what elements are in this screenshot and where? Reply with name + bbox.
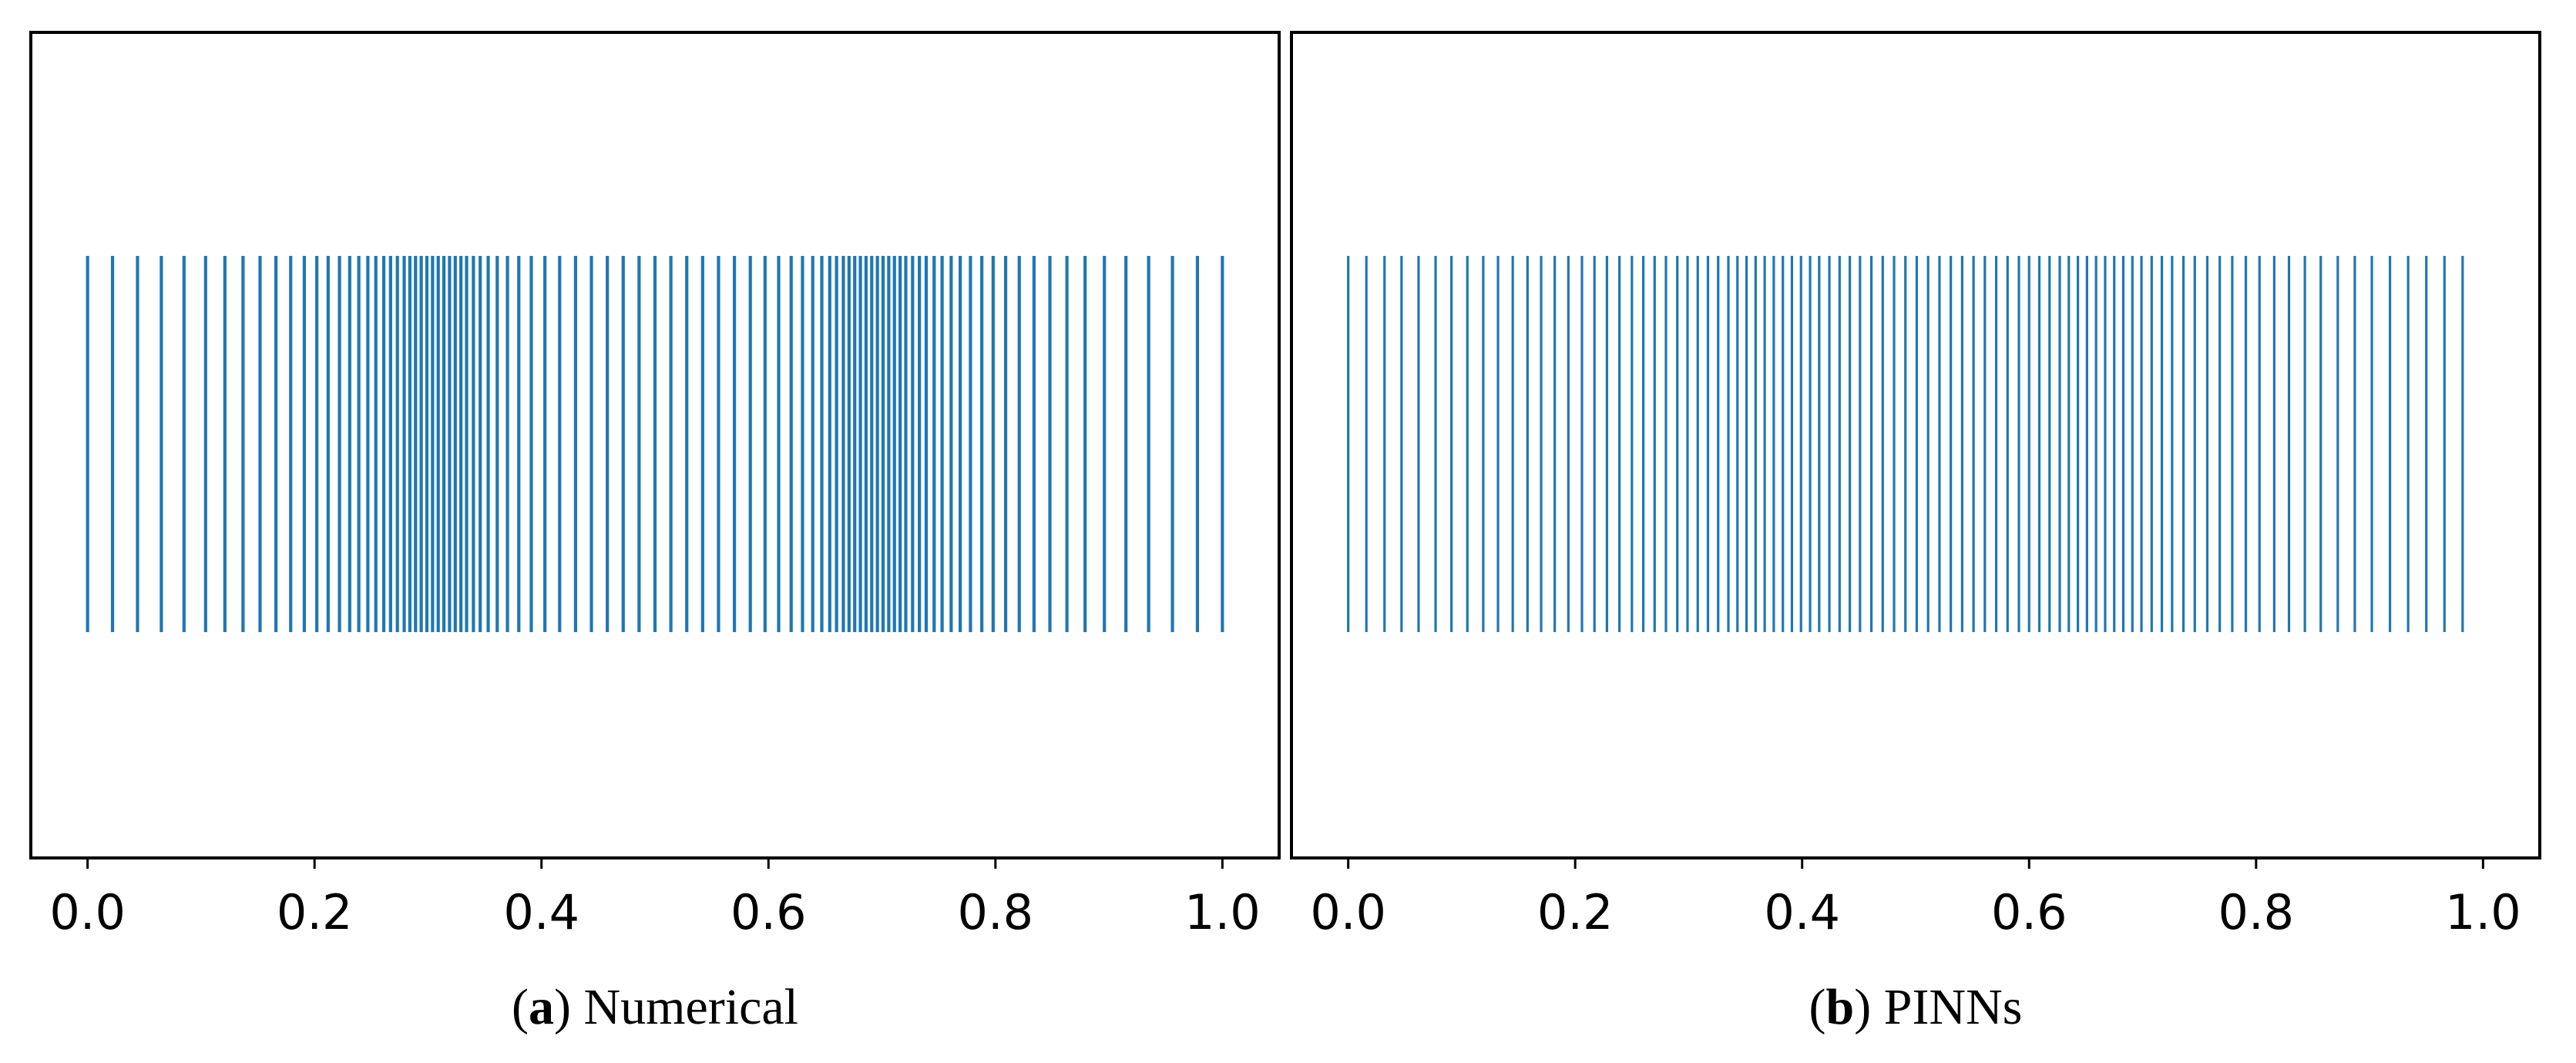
axes-frame xyxy=(29,31,1281,859)
caption-b-open: ( xyxy=(1809,979,1826,1035)
caption-a: (a) Numerical xyxy=(31,973,1279,1042)
caption-b: (b) PINNs xyxy=(1291,973,2540,1042)
x-tick-label: 1.0 xyxy=(1184,884,1261,940)
x-tick-label: 0.6 xyxy=(1991,884,2067,940)
caption-b-close: ) xyxy=(1854,979,1872,1035)
x-tick-label: 0.6 xyxy=(730,884,807,940)
x-tick-label: 0.2 xyxy=(277,884,353,940)
caption-a-text: Numerical xyxy=(583,979,798,1035)
x-tick-label: 0.2 xyxy=(1537,884,1614,940)
caption-b-text: PINNs xyxy=(1883,979,2023,1035)
x-tick-label: 1.0 xyxy=(2445,884,2521,940)
x-tick-label: 0.0 xyxy=(1310,884,1386,940)
caption-b-letter: b xyxy=(1825,979,1855,1035)
x-tick-label: 0.4 xyxy=(503,884,579,940)
axes-frame xyxy=(1290,31,2541,859)
panel-numerical: 0.0 0.2 0.4 0.6 0.8 1.0 xyxy=(29,31,1281,940)
x-tick-label: 0.8 xyxy=(2218,884,2295,940)
caption-a-open: ( xyxy=(511,979,529,1035)
x-tick-label: 0.8 xyxy=(958,884,1034,940)
caption-a-letter: a xyxy=(528,979,554,1035)
x-tick-label: 0.4 xyxy=(1764,884,1840,940)
x-tick-label: 0.0 xyxy=(49,884,126,940)
panel-pinns: 0.0 0.2 0.4 0.6 0.8 1.0 xyxy=(1290,31,2541,940)
caption-a-close: ) xyxy=(553,979,571,1035)
